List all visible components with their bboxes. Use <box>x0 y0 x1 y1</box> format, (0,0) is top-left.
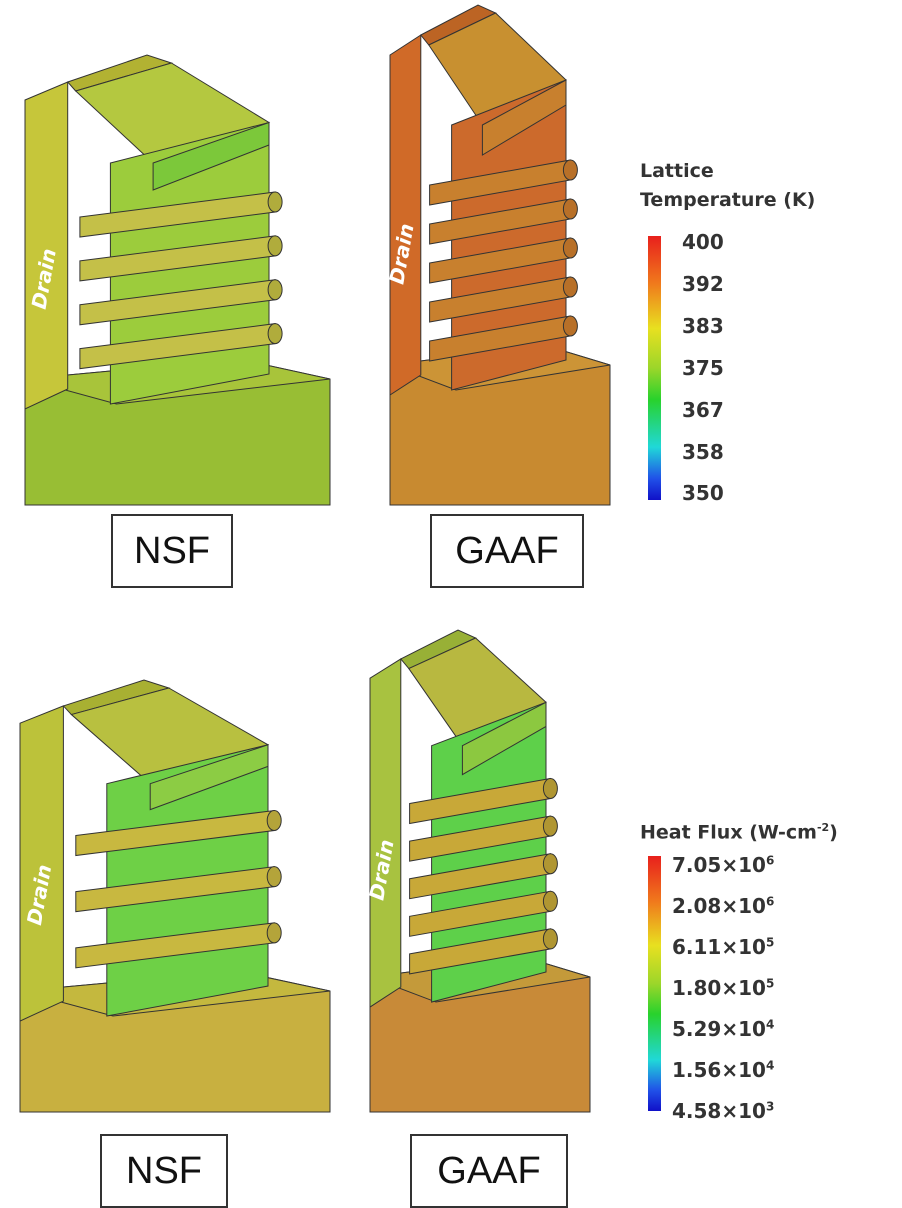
fin-end-cap <box>267 191 283 213</box>
drain-slab <box>389 34 422 396</box>
nsf-temperature-structure: Drain <box>24 54 331 506</box>
gate-top-face <box>481 79 567 156</box>
tick-label: 1.80×105 <box>672 976 774 1000</box>
nsf-label: NSF <box>111 514 233 588</box>
tick-label: 2.08×106 <box>672 894 774 918</box>
tick-mantissa: 7.05×10 <box>672 853 766 877</box>
tick-mantissa: 1.56×10 <box>672 1058 766 1082</box>
fin-end-cap <box>266 922 282 944</box>
tick-exponent: 4 <box>765 1058 775 1073</box>
tick-exponent: 6 <box>765 853 775 868</box>
tick-mantissa: 4.58×10 <box>672 1099 766 1123</box>
tick-label: 383 <box>682 314 724 338</box>
tick-label: 7.05×106 <box>672 853 774 877</box>
tick-exponent: 5 <box>765 935 775 950</box>
fin-end-cap <box>562 237 578 259</box>
tick-exponent: 4 <box>765 1017 775 1032</box>
gaaf-label: GAAF <box>430 514 584 588</box>
gate-top-face <box>152 121 270 191</box>
drain-slab <box>369 658 402 1008</box>
tick-label: 4.58×103 <box>672 1099 774 1123</box>
drain-slab <box>19 705 64 1022</box>
drain-slab <box>24 81 69 410</box>
tick-label: 367 <box>682 398 724 422</box>
nsf-label: NSF <box>100 1134 228 1208</box>
fin-end-cap <box>562 159 578 181</box>
fin-end-cap <box>542 928 558 950</box>
tick-label: 400 <box>682 230 724 254</box>
fin-end-cap <box>562 276 578 298</box>
tick-label: 1.56×104 <box>672 1058 774 1082</box>
nsf-heatflux-structure: Drain <box>19 679 331 1113</box>
tick-label: 375 <box>682 356 724 380</box>
fin-end-cap <box>562 315 578 337</box>
fin-end-cap <box>267 235 283 257</box>
tick-label: 6.11×105 <box>672 935 774 959</box>
gaaf-heatflux-structure: Drain <box>364 629 591 1113</box>
gaaf-label: GAAF <box>410 1134 568 1208</box>
heatflux-colorbar <box>648 856 661 1111</box>
tick-exponent: 5 <box>765 976 775 991</box>
tick-mantissa: 2.08×10 <box>672 894 766 918</box>
tick-mantissa: 6.11×10 <box>672 935 766 959</box>
tick-label: 392 <box>682 272 724 296</box>
fin-end-cap <box>542 815 558 837</box>
fin-end-cap <box>267 323 283 345</box>
legend-title-exp: -2 <box>816 821 830 834</box>
temperature-colorbar <box>648 236 661 500</box>
fin-end-cap <box>266 866 282 888</box>
legend-title-line2: Temperature (K) <box>640 189 816 211</box>
tick-mantissa: 5.29×10 <box>672 1017 766 1041</box>
fin-end-cap <box>266 810 282 832</box>
fin-end-cap <box>542 890 558 912</box>
gate-top-face <box>149 744 269 811</box>
fin-end-cap <box>542 778 558 800</box>
legend-title-line1: Lattice <box>640 160 714 182</box>
fin-end-cap <box>562 198 578 220</box>
gate-top-face <box>461 701 547 776</box>
tick-mantissa: 1.80×10 <box>672 976 766 1000</box>
tick-exponent: 3 <box>765 1099 775 1114</box>
tick-label: 350 <box>682 481 724 505</box>
fin-end-cap <box>267 279 283 301</box>
legend-title-text: Heat Flux (W-cm <box>640 821 817 844</box>
tick-exponent: 6 <box>765 894 775 909</box>
legend-title-end: ) <box>829 821 838 844</box>
tick-label: 358 <box>682 440 724 464</box>
tick-label: 5.29×104 <box>672 1017 774 1041</box>
gaaf-temperature-structure: Drain <box>384 4 611 506</box>
legend-title: Heat Flux (W-cm-2) <box>640 815 838 845</box>
fin-end-cap <box>542 853 558 875</box>
